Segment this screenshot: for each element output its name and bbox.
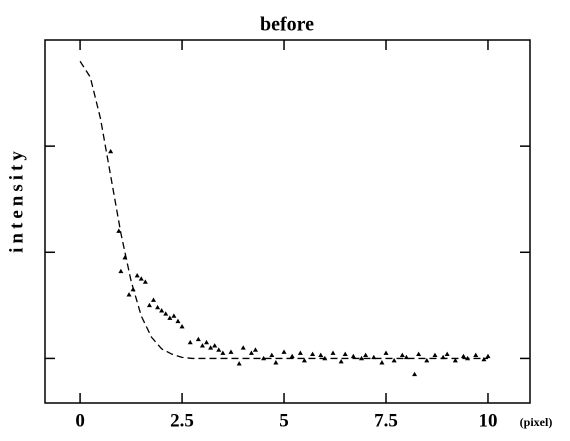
- data-point: [118, 268, 124, 274]
- fit-line: [79, 60, 488, 360]
- data-point: [142, 279, 148, 284]
- x-tick-label: 10: [478, 410, 497, 431]
- data-point: [403, 354, 409, 360]
- data-point: [261, 355, 267, 361]
- data-point: [391, 357, 397, 363]
- data-point: [236, 361, 242, 366]
- data-point: [363, 352, 369, 358]
- data-point: [208, 345, 214, 350]
- data-point: [134, 273, 140, 278]
- x-tick-label: 2.5: [170, 410, 194, 431]
- data-point: [163, 311, 169, 316]
- x-tick-label: 7.5: [374, 410, 398, 431]
- data-point: [399, 352, 405, 358]
- data-point: [338, 359, 344, 364]
- data-point: [159, 308, 165, 313]
- data-point: [150, 297, 157, 302]
- data-point: [228, 349, 234, 354]
- data-point: [199, 343, 205, 348]
- data-point: [481, 356, 487, 362]
- data-point: [289, 353, 295, 359]
- data-point: [359, 355, 365, 361]
- data-point: [301, 357, 307, 363]
- data-point: [452, 357, 458, 363]
- data-point: [371, 354, 377, 360]
- data-point: [240, 345, 246, 350]
- data-point: [220, 350, 226, 355]
- data-point: [155, 304, 161, 310]
- data-point: [310, 351, 316, 356]
- data-point: [248, 350, 254, 355]
- data-point: [342, 351, 348, 356]
- data-point: [297, 350, 303, 355]
- data-point: [416, 351, 422, 356]
- data-point: [350, 353, 356, 359]
- data-point: [485, 353, 491, 359]
- data-point: [252, 347, 258, 352]
- data-point: [122, 254, 128, 260]
- data-point: [444, 351, 450, 356]
- data-point: [318, 352, 324, 358]
- data-point: [383, 350, 389, 355]
- data-point: [379, 360, 385, 365]
- y-axis-label: intensity: [6, 147, 27, 253]
- data-point: [204, 339, 210, 345]
- data-point: [179, 323, 185, 329]
- data-point: [212, 343, 218, 348]
- data-point: [473, 352, 479, 358]
- data-point: [108, 148, 114, 154]
- data-point: [187, 339, 193, 345]
- data-point: [195, 336, 201, 342]
- data-point: [216, 347, 222, 352]
- data-point: [322, 355, 328, 361]
- data-point: [273, 360, 279, 365]
- data-point: [412, 371, 418, 377]
- data-point: [281, 349, 287, 354]
- data-point: [432, 352, 438, 358]
- data-point: [175, 318, 181, 324]
- data-point: [440, 354, 446, 360]
- data-point: [460, 353, 467, 359]
- x-tick-label: 0: [75, 410, 85, 431]
- data-point: [330, 350, 336, 355]
- data-point: [146, 302, 152, 308]
- data-point: [424, 357, 430, 363]
- chart-title: before: [260, 14, 314, 36]
- data-point: [269, 352, 275, 358]
- data-point: [138, 276, 144, 281]
- data-point: [465, 355, 471, 361]
- data-point: [116, 228, 122, 233]
- x-tick-label: 5: [279, 410, 289, 431]
- data-point: [130, 286, 136, 292]
- plot-frame: [44, 39, 531, 404]
- x-unit-label: (pixel): [520, 415, 553, 429]
- data-point: [126, 292, 132, 297]
- data-point: [167, 315, 173, 320]
- data-point: [171, 313, 177, 318]
